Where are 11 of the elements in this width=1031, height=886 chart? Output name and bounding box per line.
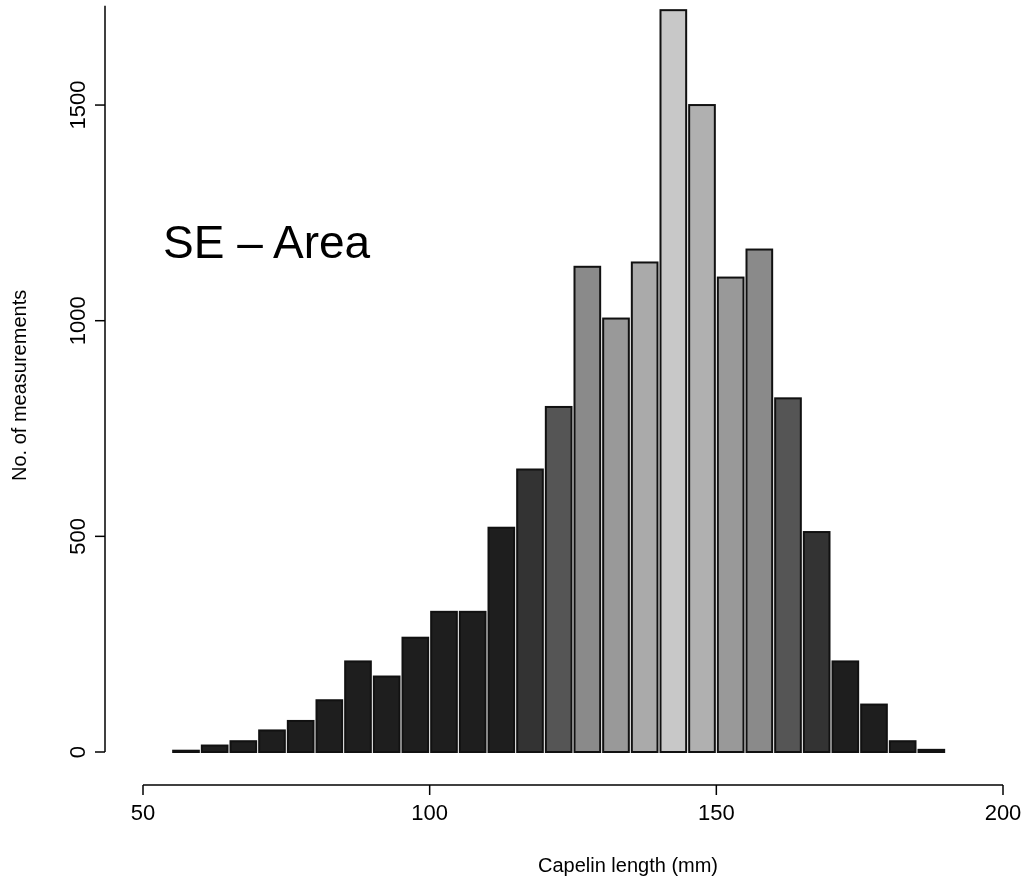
x-tick-label: 50: [130, 800, 156, 825]
annotation: SE – Area: [163, 216, 371, 268]
y-tick-label: 1000: [65, 296, 90, 346]
x-tick-label: 100: [411, 800, 449, 825]
x-tick-label: 150: [697, 800, 735, 825]
y-tick-label: 500: [65, 517, 90, 555]
x-tick-label: 200: [984, 800, 1022, 825]
y-tick-label: 1500: [65, 80, 90, 130]
x-axis-title: Capelin length (mm): [537, 854, 719, 876]
y-tick-label: 0: [65, 745, 90, 759]
y-axis-title: No. of measurements: [8, 289, 30, 481]
